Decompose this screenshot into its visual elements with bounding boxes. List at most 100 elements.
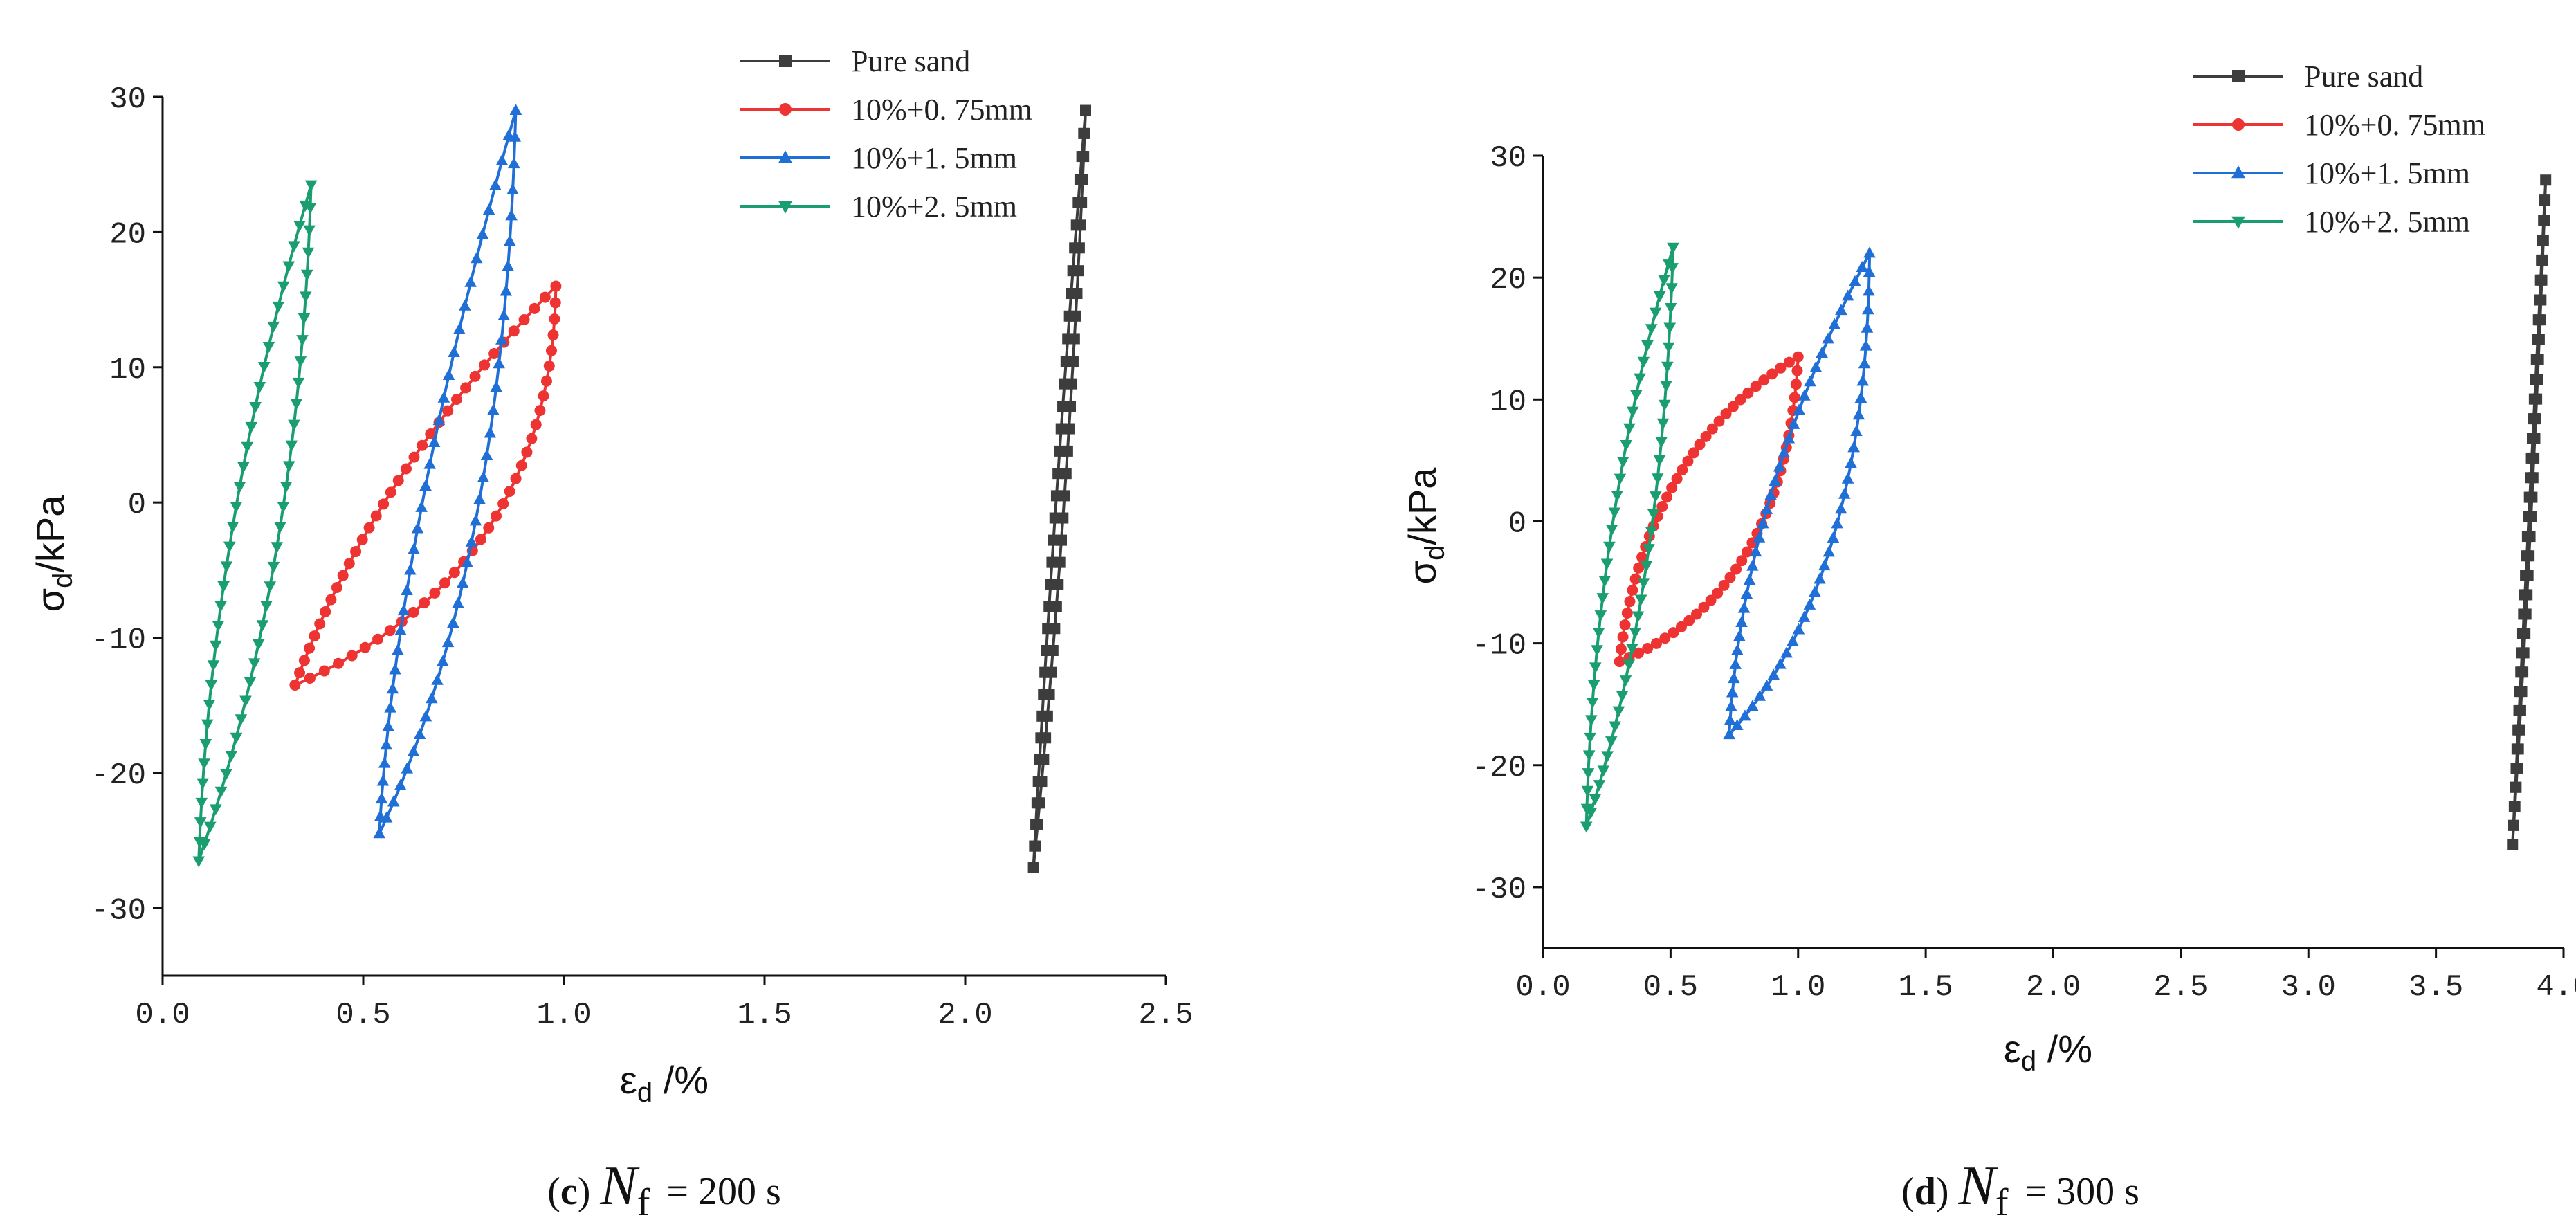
data-point: [1615, 644, 1627, 655]
data-point: [1730, 718, 1744, 730]
data-point: [1705, 594, 1717, 606]
data-point: [1665, 283, 1678, 295]
data-point: [267, 561, 280, 573]
data-point: [1074, 174, 1086, 185]
legend-marker: [778, 150, 792, 163]
data-point: [1050, 490, 1062, 502]
caption-letter-c: c: [560, 1170, 578, 1213]
legend-label: 10%+2. 5mm: [2304, 205, 2470, 239]
data-point: [504, 486, 515, 498]
data-point: [1735, 394, 1746, 406]
data-point: [489, 179, 502, 190]
data-point: [1617, 631, 1629, 643]
data-point: [1637, 578, 1650, 590]
data-point: [408, 543, 420, 554]
data-point: [1645, 527, 1658, 538]
data-point: [1598, 576, 1611, 588]
data-point: [1854, 392, 1867, 403]
data-point: [1580, 821, 1593, 833]
data-point: [1804, 375, 1816, 387]
data-point: [378, 756, 391, 768]
x-tick-label: 0.5: [336, 998, 390, 1032]
x-tick-label: 0.0: [135, 998, 190, 1032]
data-point: [1760, 502, 1773, 514]
data-point: [1688, 447, 1699, 459]
data-point: [262, 341, 275, 353]
data-point: [1649, 307, 1662, 319]
data-point: [298, 313, 311, 325]
data-point: [1835, 304, 1847, 316]
data-point: [442, 369, 455, 381]
data-point: [1798, 610, 1811, 622]
series-line: [1584, 246, 1675, 827]
data-point: [331, 582, 342, 594]
data-point: [543, 360, 555, 372]
data-point: [2510, 763, 2522, 774]
data-point: [515, 459, 527, 471]
data-point: [1616, 457, 1629, 468]
data-point: [378, 498, 390, 510]
data-point: [207, 660, 220, 672]
data-point: [1647, 509, 1660, 520]
data-point: [1584, 808, 1597, 819]
x-tick-label: 1.5: [1899, 970, 1953, 1005]
data-point: [1791, 365, 1803, 376]
series-square-d: [2507, 174, 2552, 850]
data-point: [1067, 265, 1079, 277]
x-tick-label: 0.5: [1643, 970, 1698, 1005]
x-axis-label-d: εd /%: [2004, 1027, 2092, 1077]
data-point: [1677, 464, 1688, 476]
data-point: [1767, 668, 1780, 680]
data-point: [1634, 594, 1647, 606]
data-point: [285, 440, 298, 452]
data-point: [1633, 562, 1645, 574]
data-point: [1749, 545, 1762, 557]
data-point: [490, 381, 502, 392]
data-point: [1052, 468, 1064, 480]
data-point: [289, 679, 301, 691]
data-point: [1863, 246, 1876, 258]
data-point: [203, 700, 216, 711]
legend-marker: [778, 201, 792, 214]
data-point: [497, 309, 511, 320]
data-point: [288, 241, 300, 253]
data-point: [401, 584, 413, 596]
data-point: [1782, 432, 1796, 444]
data-point: [470, 252, 483, 264]
data-point: [1700, 430, 1712, 442]
data-point: [226, 521, 239, 533]
data-point: [1645, 324, 1658, 336]
data-point: [2525, 472, 2537, 484]
data-point: [325, 594, 337, 606]
data-point: [488, 347, 500, 359]
data-point: [1792, 623, 1805, 635]
data-point: [245, 421, 257, 433]
x-tick-label: 2.5: [1138, 998, 1193, 1032]
data-point: [469, 370, 481, 382]
x-tick-label: 2.0: [938, 998, 992, 1032]
data-point: [419, 479, 432, 491]
x-axis-label-rest-d: /%: [2036, 1027, 2092, 1071]
data-point: [1766, 368, 1778, 380]
data-point: [1814, 572, 1826, 584]
data-point: [456, 576, 469, 588]
data-point: [1589, 794, 1602, 805]
data-point: [1062, 333, 1074, 345]
data-point: [461, 556, 474, 567]
legend-d: Pure sand 10%+0. 75mm 10%+1. 5mm 10%+2. 5mm: [2193, 60, 2485, 239]
data-point: [2536, 254, 2548, 266]
data-point: [387, 795, 400, 807]
data-point: [2532, 334, 2543, 345]
data-point: [1624, 596, 1636, 608]
data-point: [1632, 611, 1645, 623]
data-point: [1582, 768, 1595, 780]
data-point: [1619, 619, 1631, 631]
x-axis-label-c: εd /%: [620, 1058, 709, 1108]
data-point: [271, 542, 284, 554]
data-point: [482, 203, 495, 215]
y-tick-label: 30: [1490, 141, 1526, 176]
data-point: [1828, 318, 1841, 329]
series-square-c: [1027, 104, 1091, 873]
data-point: [1858, 357, 1871, 369]
